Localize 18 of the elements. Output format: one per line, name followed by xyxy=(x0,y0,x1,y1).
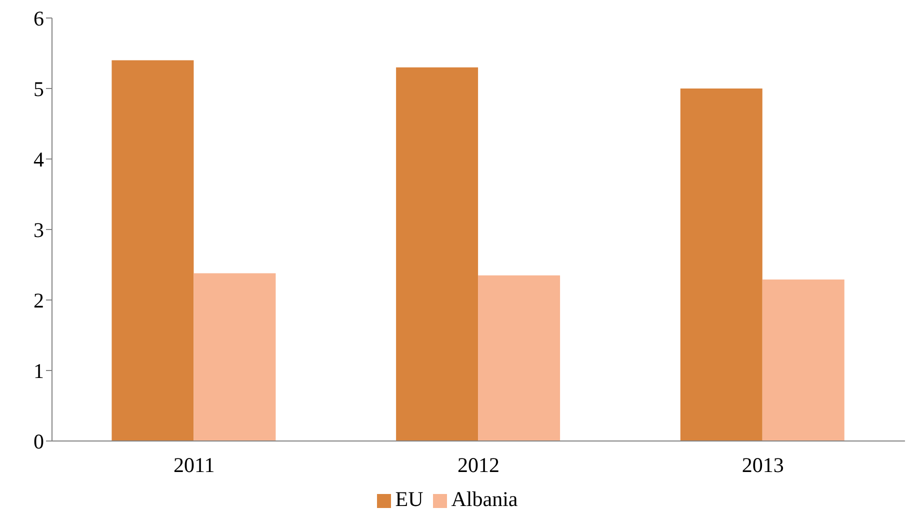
x-tick-label: 2013 xyxy=(742,452,784,477)
bar xyxy=(680,88,762,441)
y-tick-label: 3 xyxy=(34,218,44,242)
legend-label: Albania xyxy=(451,487,518,511)
bar xyxy=(762,280,844,441)
y-tick-label: 1 xyxy=(34,358,44,383)
x-tick-label: 2012 xyxy=(458,452,500,477)
legend-label: EU xyxy=(395,487,424,511)
y-tick-label: 6 xyxy=(34,6,44,30)
bar xyxy=(194,273,276,441)
y-tick-label: 2 xyxy=(34,288,44,312)
bar xyxy=(112,60,194,441)
bar xyxy=(478,275,560,441)
y-tick-label: 4 xyxy=(34,147,44,172)
y-tick-label: 0 xyxy=(34,429,44,454)
y-tick-label: 5 xyxy=(34,76,44,101)
x-tick-label: 2011 xyxy=(174,452,215,477)
bar xyxy=(396,67,478,441)
